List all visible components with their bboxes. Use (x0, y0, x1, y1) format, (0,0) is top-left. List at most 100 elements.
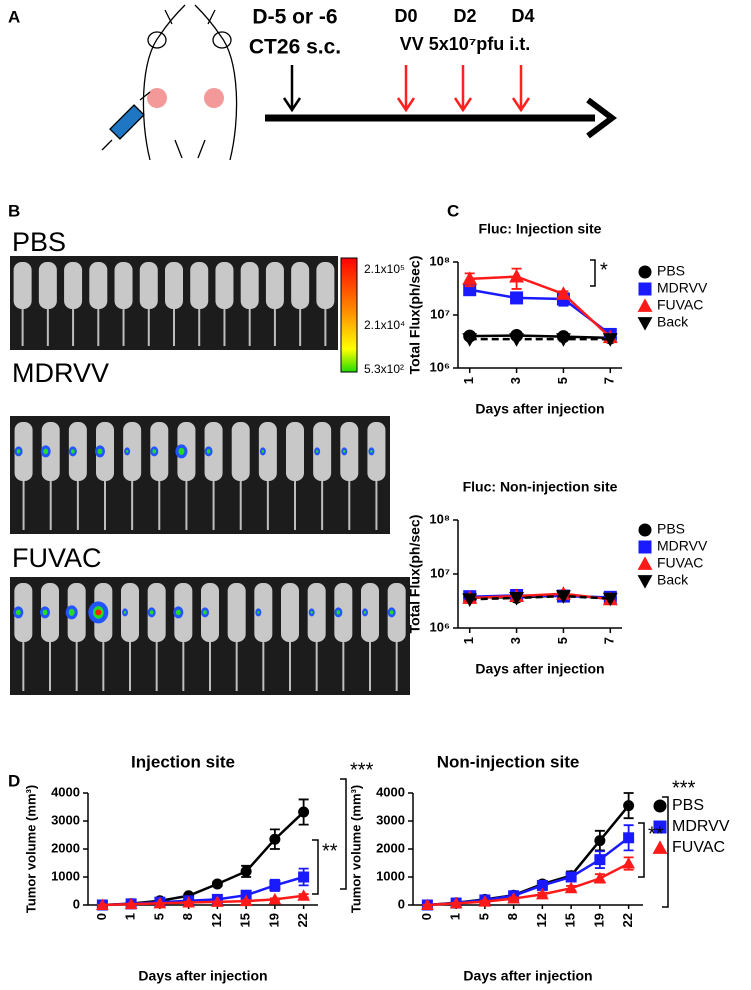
data-point (449, 896, 463, 909)
y-tick-label: 10⁶ (430, 359, 450, 374)
mouse-body (174, 583, 193, 642)
x-tick-label: 12 (209, 913, 224, 927)
mouse-body (150, 422, 169, 481)
panel-label: D (8, 771, 20, 790)
data-point (421, 898, 434, 910)
data-point (211, 878, 223, 890)
y-tick-label: 2000 (51, 840, 80, 855)
colorbar-label: 2.1x10⁴ (364, 318, 405, 332)
data-point (462, 593, 478, 607)
legend-label: PBS (672, 797, 704, 814)
x-tick-label: 7 (602, 637, 617, 644)
mouse-body (114, 262, 133, 309)
data-point (269, 833, 281, 845)
mouse-body (123, 422, 142, 481)
series-line (469, 594, 611, 601)
mouse-body (340, 422, 359, 481)
data-point (268, 892, 282, 905)
x-tick-label: 3 (508, 637, 523, 644)
legend-label: PBS (657, 263, 685, 279)
series-line (469, 288, 612, 336)
y-tick-label: 10⁸ (429, 253, 450, 268)
group-label: PBS (12, 227, 66, 257)
data-point (462, 271, 478, 285)
y-axis-label: Total Flux(ph/sec) (407, 515, 423, 634)
legend-marker (652, 840, 668, 854)
mouse-body (96, 422, 114, 481)
legend-label: FUVAC (672, 839, 725, 856)
mouse-body (258, 422, 277, 481)
mouse-body (201, 583, 219, 642)
y-tick-label: 10⁸ (429, 511, 450, 526)
mouse-body (387, 583, 406, 642)
significance-bracket (340, 778, 347, 890)
x-tick-label: 15 (563, 913, 578, 927)
mouse-body (291, 262, 310, 309)
group-label: MDRVV (12, 358, 109, 388)
mouse-body (64, 262, 83, 309)
x-tick-label: 8 (505, 913, 520, 920)
data-point (240, 865, 252, 877)
signal (363, 611, 367, 614)
x-tick-label: 7 (602, 377, 617, 384)
data-point (96, 898, 109, 910)
mouse-body (286, 422, 304, 481)
signal (257, 611, 260, 614)
data-point (298, 806, 310, 818)
signal (123, 611, 127, 614)
y-tick-label: 10⁷ (430, 565, 450, 580)
legend-marker (653, 799, 667, 813)
annotation: *** (350, 759, 374, 781)
data-point (269, 879, 281, 891)
legend-marker (637, 298, 653, 312)
x-tick-label: 5 (555, 637, 570, 644)
legend-marker (638, 265, 652, 279)
mouse-body (367, 422, 386, 481)
mouse-body (147, 583, 166, 642)
x-tick-label: 5 (476, 913, 491, 920)
y-tick-label: 4000 (51, 784, 80, 799)
x-tick-label: 3 (508, 377, 523, 384)
mouse-body (121, 583, 139, 642)
chart-title: Injection site (131, 752, 235, 771)
mouse-body (68, 422, 87, 481)
legend-label: MDRVV (657, 538, 708, 554)
y-tick-label: 10⁷ (430, 306, 450, 321)
y-tick-label: 4000 (376, 784, 405, 799)
signal (336, 610, 341, 615)
data-point (478, 895, 492, 907)
y-tick-label: 0 (73, 896, 80, 911)
signal (71, 449, 75, 454)
legend-label: MDRVV (672, 818, 730, 835)
x-tick-label: 5 (151, 913, 166, 920)
signal (261, 450, 265, 453)
signal (178, 447, 185, 455)
mouse-body (307, 583, 326, 642)
data-point (297, 889, 310, 901)
data-point (507, 892, 520, 904)
data-point (536, 887, 549, 900)
chart-title: Fluc: Non-injection site (463, 479, 618, 495)
legend-marker (638, 282, 652, 296)
data-point (298, 871, 310, 883)
data-point (239, 894, 253, 907)
timeline-label: VV 5x10⁷pfu i.t. (400, 34, 530, 54)
mouse-body (204, 422, 223, 481)
mouse-body (89, 262, 108, 309)
legend-marker (638, 523, 652, 537)
group-label: FUVAC (12, 543, 102, 573)
legend-label: Back (657, 314, 689, 330)
legend-marker (638, 540, 652, 554)
signal (43, 448, 49, 455)
legend-label: FUVAC (657, 297, 703, 313)
data-point (594, 835, 606, 847)
timeline (265, 65, 617, 139)
mouse-body (13, 262, 32, 309)
data-point (623, 800, 635, 812)
mouse-body (139, 262, 158, 309)
legend-label: Back (657, 572, 689, 588)
series-line (469, 334, 611, 340)
x-tick-label: 22 (295, 913, 310, 927)
data-point (124, 897, 138, 910)
